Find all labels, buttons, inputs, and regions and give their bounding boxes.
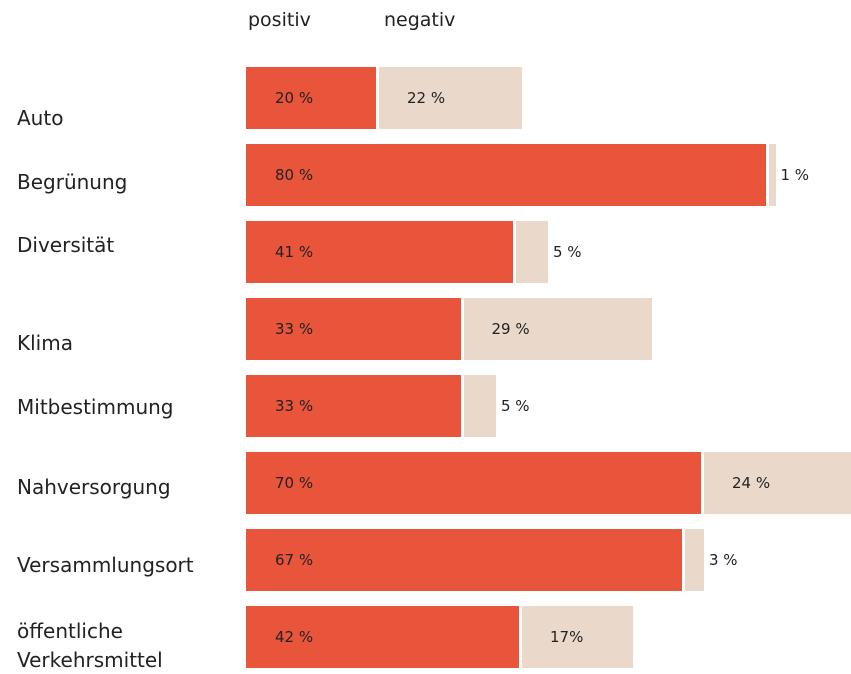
- bar: [246, 144, 766, 206]
- value-label: 80 %: [275, 166, 314, 184]
- value-label: 3 %: [709, 551, 738, 569]
- category-label: Nahversorgung: [17, 475, 171, 499]
- bar: [704, 452, 851, 514]
- category-label: öffentliche Verkehrsmittel: [17, 619, 163, 672]
- value-label: 70 %: [275, 474, 314, 492]
- bar: [515, 221, 548, 283]
- category-label: Mitbestimmung: [17, 395, 174, 419]
- value-label: 29 %: [491, 320, 530, 338]
- value-label: 5 %: [553, 243, 582, 261]
- bar: [684, 529, 704, 591]
- value-label: 42 %: [275, 628, 314, 646]
- bar: [246, 67, 376, 129]
- legend-entry: positiv: [248, 9, 311, 31]
- value-label: 5 %: [501, 397, 530, 415]
- value-label: 1 %: [780, 166, 810, 184]
- bar: [246, 375, 461, 437]
- bar: [769, 144, 776, 206]
- category-label: Klima: [17, 331, 73, 355]
- bar: [463, 375, 496, 437]
- bar: [379, 67, 522, 129]
- value-label: 20 %: [275, 89, 314, 107]
- bar: [246, 221, 513, 283]
- category-label: Auto: [17, 106, 64, 130]
- value-label: 67 %: [275, 551, 314, 569]
- legend-entry: negativ: [384, 9, 456, 31]
- value-label: 24 %: [732, 474, 771, 492]
- value-label: 17%: [550, 628, 584, 646]
- category-label: Versammlungsort: [17, 553, 194, 577]
- bar: [246, 452, 701, 514]
- category-label: Begrünung: [17, 170, 128, 194]
- bar: [246, 298, 461, 360]
- value-label: 22 %: [407, 89, 446, 107]
- bar: [463, 298, 652, 360]
- bar: [246, 606, 519, 668]
- value-label: 33 %: [275, 397, 314, 415]
- value-label: 41 %: [275, 243, 314, 261]
- value-label: 33 %: [275, 320, 314, 338]
- bar: [522, 606, 633, 668]
- category-label: Diversität: [17, 233, 115, 257]
- bar: [246, 529, 682, 591]
